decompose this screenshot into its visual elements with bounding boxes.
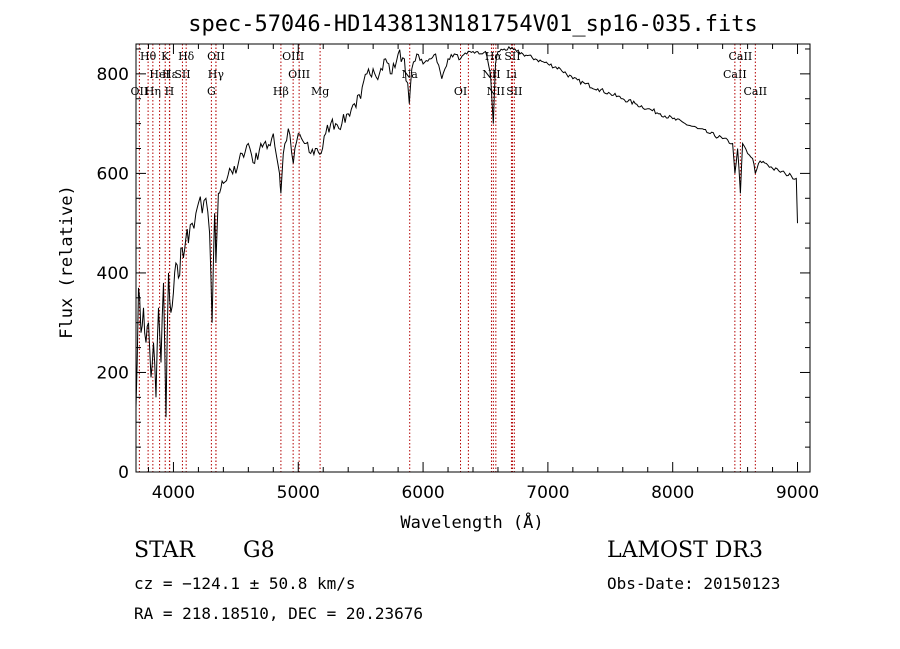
observation-date: Obs-Date: 20150123 [607,574,781,593]
spectral-line-markers [138,44,756,472]
spectral-line-label: OI [454,85,467,98]
spectral-line-label: HeI [149,68,169,81]
spectral-line-label: OIII [282,50,304,63]
x-tick-label: 6000 [401,483,444,503]
chart-title: spec-57046-HD143813N181754V01_sp16-035.f… [188,12,758,37]
object-class: STAR [134,538,195,563]
spectral-line-label: Na [402,68,419,81]
survey-name: LAMOST DR3 [607,538,763,563]
plot-frame [135,43,811,473]
spectral-line-label: Hη [145,85,161,98]
spectral-line-label: CaII [729,50,753,63]
object-subclass: G8 [243,538,275,563]
redshift-velocity: cz = −124.1 ± 50.8 km/s [134,574,356,593]
y-tick-label: 0 [118,463,129,483]
x-tick-label: 7000 [526,483,569,503]
spectral-line-label: H [165,85,175,98]
y-tick-label: 600 [97,164,129,184]
spectral-line-label: SII [506,85,522,98]
sky-coordinates: RA = 218.18510, DEC = 20.23676 [134,604,423,623]
plot-axes: 4000 5000 6000 7000 8000 9000 0 200 400 600 800 [97,43,819,503]
spectral-line-label: OIII [288,68,310,81]
spectral-line-label: Hα [485,50,503,63]
x-tick-label: 4000 [152,483,195,503]
spectral-line-label: OII [131,85,149,98]
spectral-line-label: K [161,50,170,63]
spectral-line-label: G [207,85,216,98]
spectrum-line [135,45,798,418]
spectral-line-label: SII [174,68,190,81]
spectral-line-label: CaII [743,85,767,98]
y-tick-label: 200 [97,363,129,383]
y-tick-label: 400 [97,264,129,284]
y-tick-label: 800 [97,65,129,85]
spectral-line-label: NII [482,68,500,81]
x-axis-label: Wavelength (Å) [400,511,543,533]
spectral-line-label: Mg [311,85,329,98]
x-tick-label: 9000 [776,483,819,503]
y-axis-label: Flux (relative) [57,185,77,339]
spectral-line-label: Hγ [208,68,225,81]
spectral-line-label: Hθ [140,50,157,63]
spectral-line-label: SII [504,50,520,63]
spectral-line-label: Hβ [273,85,289,98]
spectral-line-label: NII [487,85,505,98]
spectral-line-label: OII [207,50,225,63]
spectral-line-label: Hδ [178,50,195,63]
x-tick-label: 8000 [651,483,694,503]
spectral-line-label: CaII [723,68,747,81]
x-tick-label: 5000 [277,483,320,503]
spectral-line-label: Li [506,68,517,81]
spectral-line-label: Hε [162,68,178,81]
